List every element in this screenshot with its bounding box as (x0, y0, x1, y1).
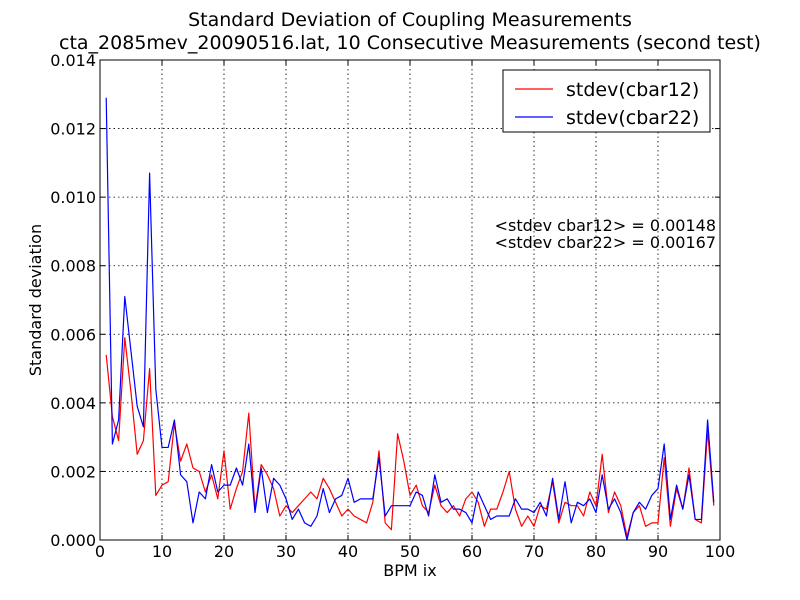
y-tick-label: 0.002 (50, 462, 96, 481)
legend-frame (502, 69, 711, 133)
y-tick-label: 0.010 (50, 188, 96, 207)
y-tick-label: 0.008 (50, 257, 96, 276)
chart-title: Standard Deviation of Coupling Measureme… (188, 9, 632, 31)
annotation: <stdev cbar12> = 0.00148 <stdev cbar22> … (495, 216, 716, 252)
y-axis-label: Standard deviation (26, 224, 45, 376)
series-line-cbar22 (105, 97, 715, 541)
x-tick-label: 20 (214, 542, 234, 561)
series-lines (105, 97, 715, 541)
x-tick-label: 70 (524, 542, 544, 561)
legend-label-cbar22: stdev(cbar22) (566, 107, 699, 129)
x-tick-label: 90 (648, 542, 668, 561)
legend-label-cbar12: stdev(cbar12) (566, 79, 699, 101)
y-tick-label: 0.004 (50, 394, 96, 413)
x-tick-label: 60 (462, 542, 482, 561)
ticks: 0 10 20 30 40 50 60 70 80 90 100 0.000 0.002 0.004 0.0… (50, 51, 735, 561)
y-tick-label: 0.006 (50, 325, 96, 344)
x-tick-label: 50 (400, 542, 420, 561)
x-tick-label: 10 (152, 542, 172, 561)
y-tick-label: 0.012 (50, 120, 96, 139)
x-axis-label: BPM ix (383, 561, 436, 580)
y-tick-label: 0.000 (50, 531, 96, 550)
grid (100, 60, 720, 540)
x-tick-label: 30 (276, 542, 296, 561)
x-tick-label: 80 (586, 542, 606, 561)
y-tick-label: 0.014 (50, 51, 96, 70)
annotation-mean-cbar12: <stdev cbar12> = 0.00148 (495, 216, 716, 235)
annotation-mean-cbar22: <stdev cbar22> = 0.00167 (495, 233, 716, 252)
chart-subtitle: cta_2085mev_20090516.lat, 10 Consecutive… (59, 32, 761, 54)
x-tick-label: 100 (705, 542, 736, 561)
x-tick-label: 0 (95, 542, 105, 561)
x-tick-label: 40 (338, 542, 358, 561)
legend: stdev(cbar12) stdev(cbar22) (502, 69, 711, 133)
